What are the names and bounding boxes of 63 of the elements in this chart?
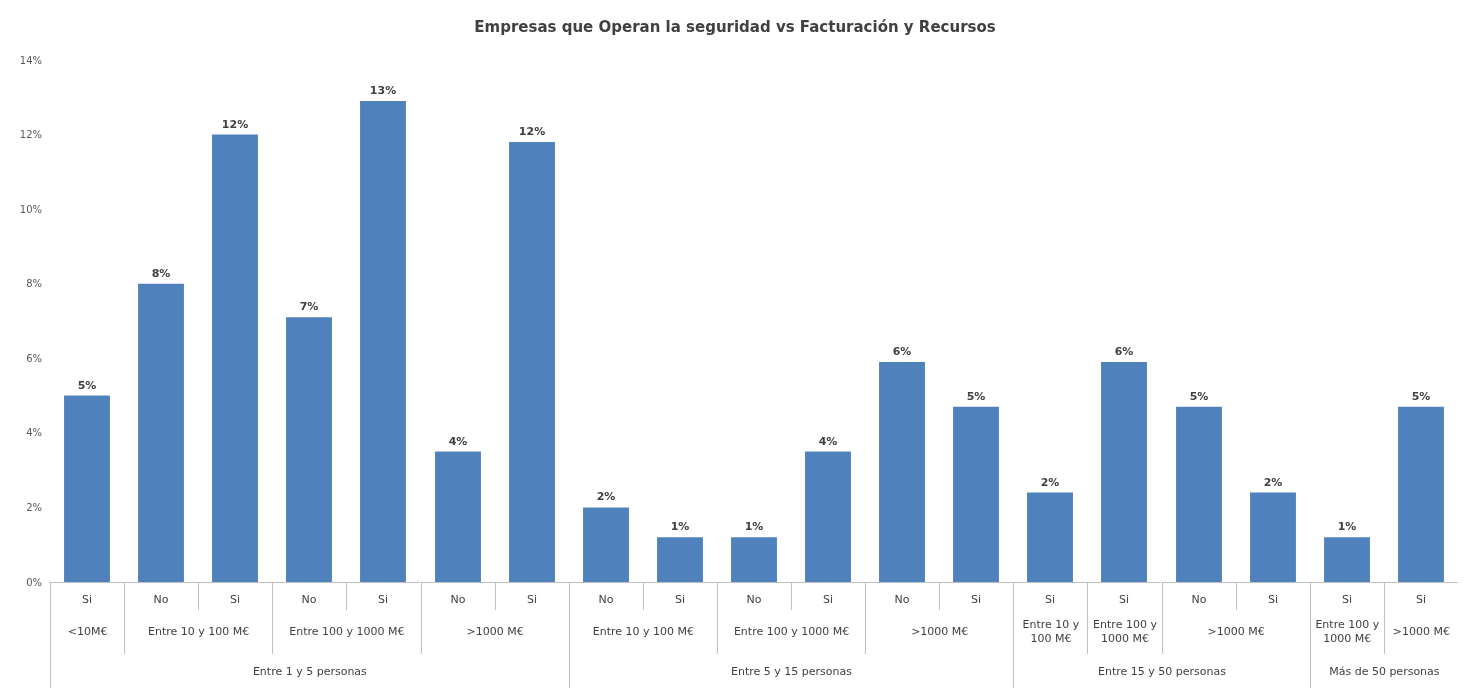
data-label: 2% xyxy=(1041,475,1060,489)
x-tick-label: Si xyxy=(674,593,685,606)
data-label: 13% xyxy=(370,84,397,98)
x-axis-title: Entre 100 y 1000 M€ xyxy=(1087,610,1162,654)
x-axis-title: Entre 100 y 1000 M€ xyxy=(272,610,421,654)
x-tick-label: No xyxy=(598,593,614,606)
x-tick-label: Si xyxy=(971,593,982,606)
x-tick-label: Si xyxy=(1415,593,1426,606)
data-label: 5% xyxy=(1411,389,1431,403)
x-tick-label: Si xyxy=(1341,593,1352,606)
x-tick-label: No xyxy=(894,593,910,606)
x-axis-title: Entre 100 y 1000 M€ xyxy=(1309,610,1384,654)
x-axis-title: >1000 M€ xyxy=(1383,610,1458,654)
data-label: 5% xyxy=(77,378,97,392)
x-axis-title: Entre 100 y 1000 M€ xyxy=(716,610,866,654)
data-label: 12% xyxy=(518,125,545,139)
y-tick-label: 8% xyxy=(26,278,42,290)
data-label: 8% xyxy=(151,266,171,280)
y-tick-label: 12% xyxy=(19,129,42,141)
y-tick-label: 2% xyxy=(26,501,42,513)
x-tick-label: No xyxy=(1191,593,1207,606)
text: Entre 1 y 5 personas xyxy=(50,654,569,688)
x-tick-label: Si xyxy=(822,593,833,606)
data-label: 1% xyxy=(1337,520,1357,534)
x-tick-label: No xyxy=(746,593,762,606)
y-tick-label: 0% xyxy=(26,576,42,588)
data-label: 2% xyxy=(596,490,616,504)
data-label: 6% xyxy=(892,345,912,359)
x-tick-label: Si xyxy=(230,593,241,606)
x-tick-label: Si xyxy=(1119,593,1130,606)
y-tick-label: 4% xyxy=(26,427,42,439)
x-axis-title: Entre 10 y 100 M€ xyxy=(1013,610,1088,654)
x-tick-label: Si xyxy=(1045,593,1056,606)
x-axis-title: Entre 10 y 100 M€ xyxy=(124,610,273,654)
x-tick-label: No xyxy=(450,593,466,606)
y-tick-label: 6% xyxy=(26,352,42,364)
x-tick-label: Si xyxy=(81,593,93,606)
data-label: 4% xyxy=(818,434,838,448)
data-label: 7% xyxy=(299,300,319,314)
x-tick-label: No xyxy=(153,593,169,606)
x-axis-title: >1000 M€ xyxy=(1161,610,1310,654)
data-label: 2% xyxy=(1263,475,1282,489)
data-label: 12% xyxy=(221,117,249,131)
x-tick-label: Si xyxy=(378,593,389,606)
x-axis-title: <10M€ xyxy=(50,610,125,654)
data-label: 5% xyxy=(1189,389,1208,403)
y-tick-label: 10% xyxy=(19,203,42,215)
data-label: 1% xyxy=(744,520,764,534)
data-label: 5% xyxy=(966,389,986,403)
chart-title: Empresas que Operan la seguridad vs Facturación y Recursos xyxy=(473,18,997,36)
text: Entre 15 y 50 personas xyxy=(1013,654,1310,688)
x-axis-title: Entre 10 y 100 M€ xyxy=(568,610,717,654)
x-axis-title: >1000 M€ xyxy=(420,610,569,654)
y-tick-label: 14% xyxy=(19,54,42,66)
data-label: 1% xyxy=(670,520,690,534)
text: Entre 5 y 15 personas xyxy=(568,654,1014,688)
x-tick-label: No xyxy=(301,593,318,606)
text: Más de 50 personas xyxy=(1309,654,1458,688)
x-tick-label: Si xyxy=(1267,593,1278,606)
data-label: 6% xyxy=(1115,345,1134,359)
x-tick-label: Si xyxy=(526,593,537,606)
x-axis-title: >1000 M€ xyxy=(865,610,1014,654)
data-label: 4% xyxy=(448,434,467,448)
